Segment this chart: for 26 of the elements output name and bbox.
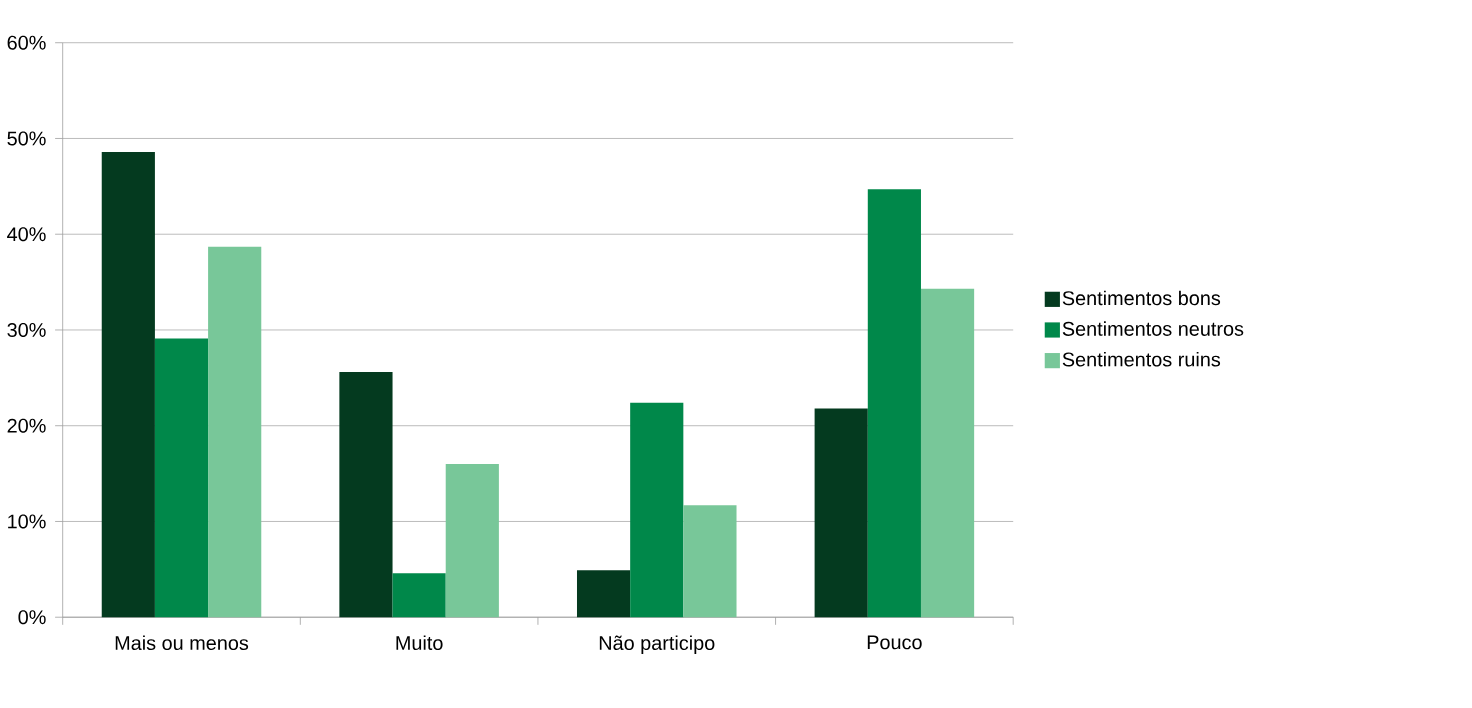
x-tick-label: Mais ou menos	[115, 635, 249, 650]
bar	[154, 338, 209, 618]
y-tick-label: 40%	[7, 227, 46, 242]
bar	[920, 288, 975, 618]
bar	[208, 246, 262, 618]
y-tick-label: 20%	[7, 418, 46, 433]
bar	[576, 570, 631, 618]
x-tick-label: Muito	[396, 635, 443, 650]
bar	[339, 371, 393, 618]
legend-label: Sentimentos ruins	[1062, 351, 1221, 367]
x-tick-label: Não participo	[599, 635, 715, 654]
y-tick-label: 10%	[8, 514, 46, 529]
legend-label: Sentimentos bons	[1062, 290, 1221, 306]
bar	[101, 151, 155, 618]
y-tick-label: 30%	[7, 322, 46, 337]
bar	[392, 573, 446, 618]
y-tick-label: 60%	[7, 35, 46, 50]
x-tick-label: Pouco	[867, 635, 922, 650]
bar	[814, 408, 868, 618]
legend-label: Sentimentos neutros	[1062, 321, 1244, 336]
bar	[445, 463, 499, 618]
bar	[683, 505, 737, 618]
y-tick-label: 50%	[7, 131, 46, 146]
y-tick-label: 0%	[18, 610, 46, 625]
bar	[867, 189, 921, 618]
bar	[630, 402, 684, 618]
